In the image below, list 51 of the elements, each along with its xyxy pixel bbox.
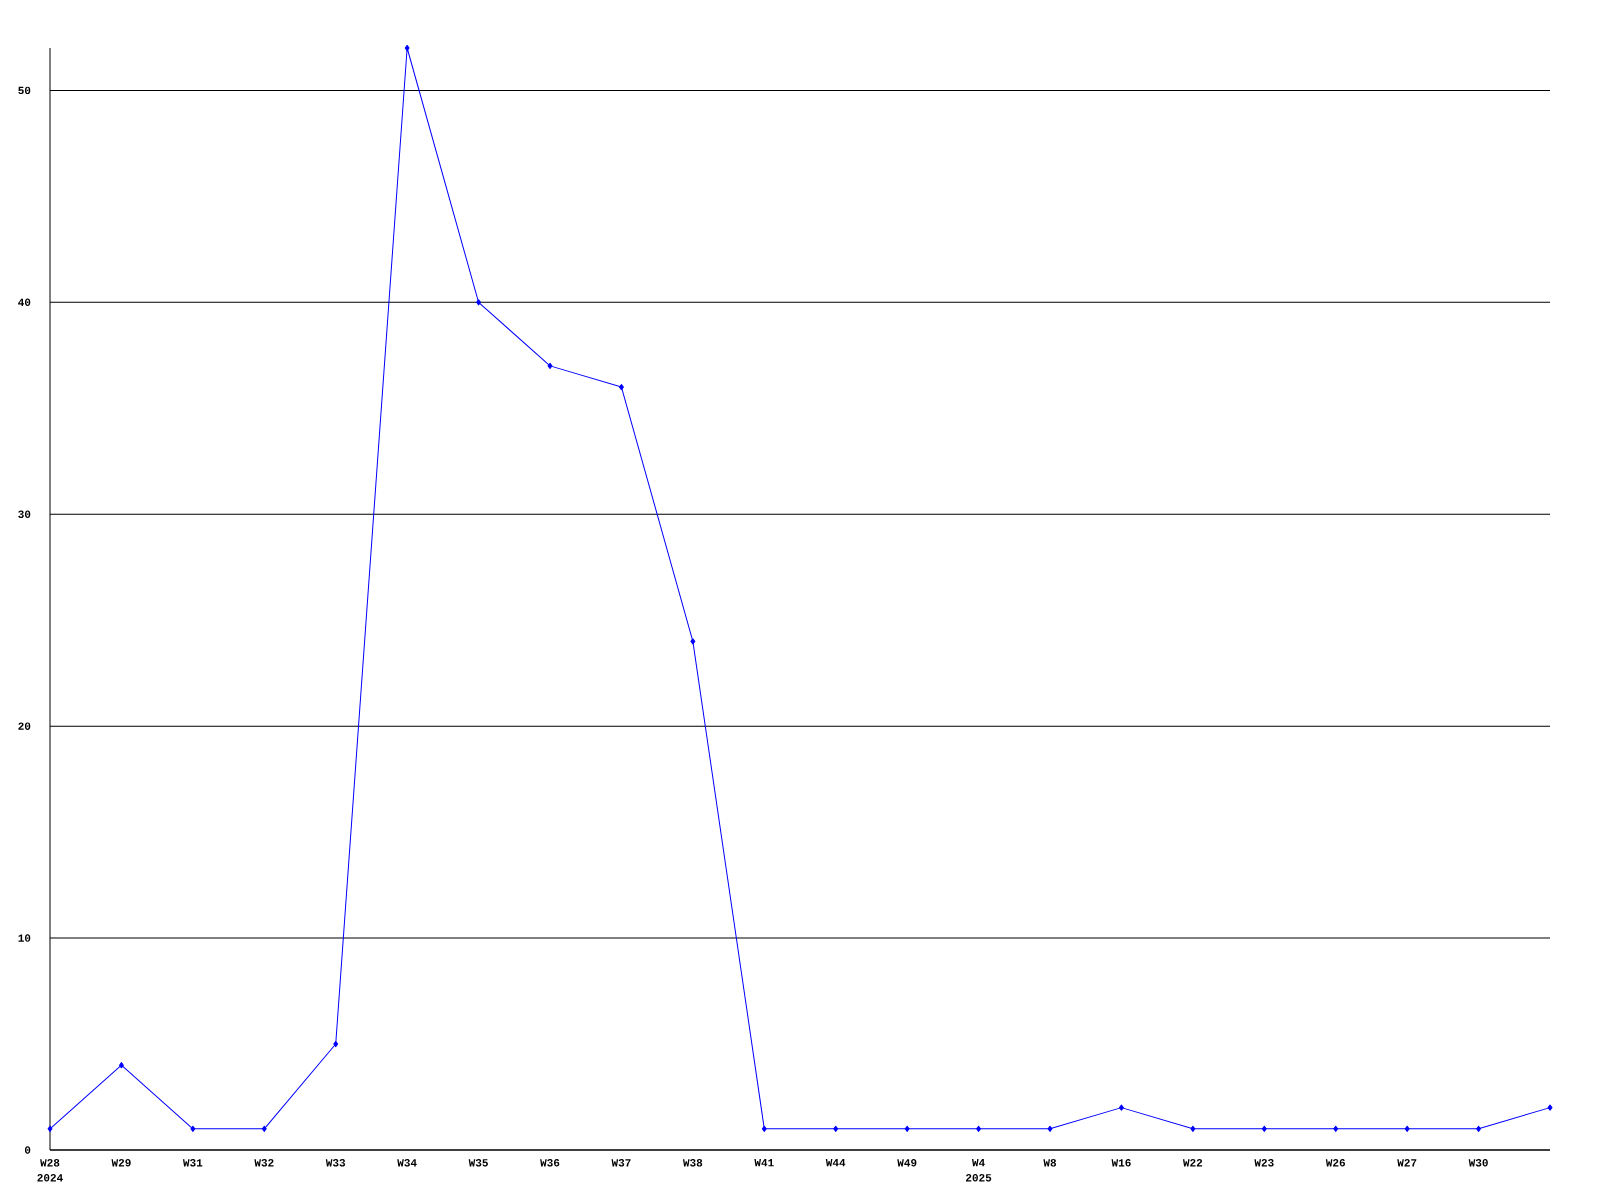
point — [190, 1125, 196, 1132]
point — [476, 299, 482, 306]
point — [761, 1125, 767, 1132]
x-tick-label: W26 — [1325, 1159, 1346, 1167]
x-tick-label: W37 — [611, 1159, 631, 1167]
point — [261, 1125, 267, 1132]
y-tick-label: 40 — [18, 298, 31, 307]
x-tick-label: W35 — [468, 1159, 488, 1167]
point — [547, 362, 553, 369]
point — [833, 1125, 839, 1132]
point — [1190, 1125, 1196, 1132]
x-tick-label: W33 — [325, 1159, 346, 1167]
x-tick-label: W22 — [1182, 1159, 1203, 1167]
x-tick-label: W30 — [1468, 1159, 1488, 1167]
x-tick-label: W27 — [1397, 1159, 1417, 1167]
x-tick-label: W28 — [40, 1159, 60, 1167]
x-tick-label: W8 — [1043, 1159, 1057, 1167]
x-tick-label: W38 — [682, 1159, 703, 1167]
point — [690, 638, 696, 645]
x-tick-label: W36 — [540, 1159, 560, 1167]
point — [1261, 1125, 1267, 1132]
y-tick-label: 50 — [18, 86, 31, 95]
x-tick-label: W31 — [182, 1159, 203, 1167]
y-tick-label: 20 — [18, 722, 31, 730]
point — [333, 1040, 339, 1048]
point — [976, 1125, 982, 1132]
x-tick-label: W41 — [754, 1159, 774, 1167]
x-tick-label: W23 — [1254, 1159, 1274, 1167]
x-tick-label: W29 — [111, 1159, 131, 1167]
y-tick-label: 10 — [18, 934, 31, 942]
point — [118, 1062, 124, 1069]
x-tick-label: W16 — [1111, 1159, 1131, 1167]
point — [1118, 1104, 1124, 1111]
point — [1333, 1125, 1339, 1132]
x-tick-label: W44 — [825, 1159, 846, 1167]
x-tick-label: W4 — [971, 1159, 985, 1167]
point — [1476, 1125, 1482, 1132]
text: 2024 — [37, 1174, 63, 1182]
point — [618, 383, 624, 391]
text: 2025 — [966, 1174, 992, 1182]
x-tick-label: W32 — [254, 1159, 274, 1167]
point — [404, 44, 410, 52]
point — [1547, 1104, 1553, 1111]
y-tick-label: 30 — [18, 510, 31, 518]
point — [1404, 1125, 1410, 1132]
point — [47, 1125, 53, 1132]
y-tick-label: 0 — [24, 1146, 31, 1154]
point — [904, 1125, 910, 1132]
x-tick-label: W49 — [897, 1159, 917, 1167]
point — [1047, 1125, 1053, 1132]
x-tick-label: W34 — [397, 1159, 417, 1167]
